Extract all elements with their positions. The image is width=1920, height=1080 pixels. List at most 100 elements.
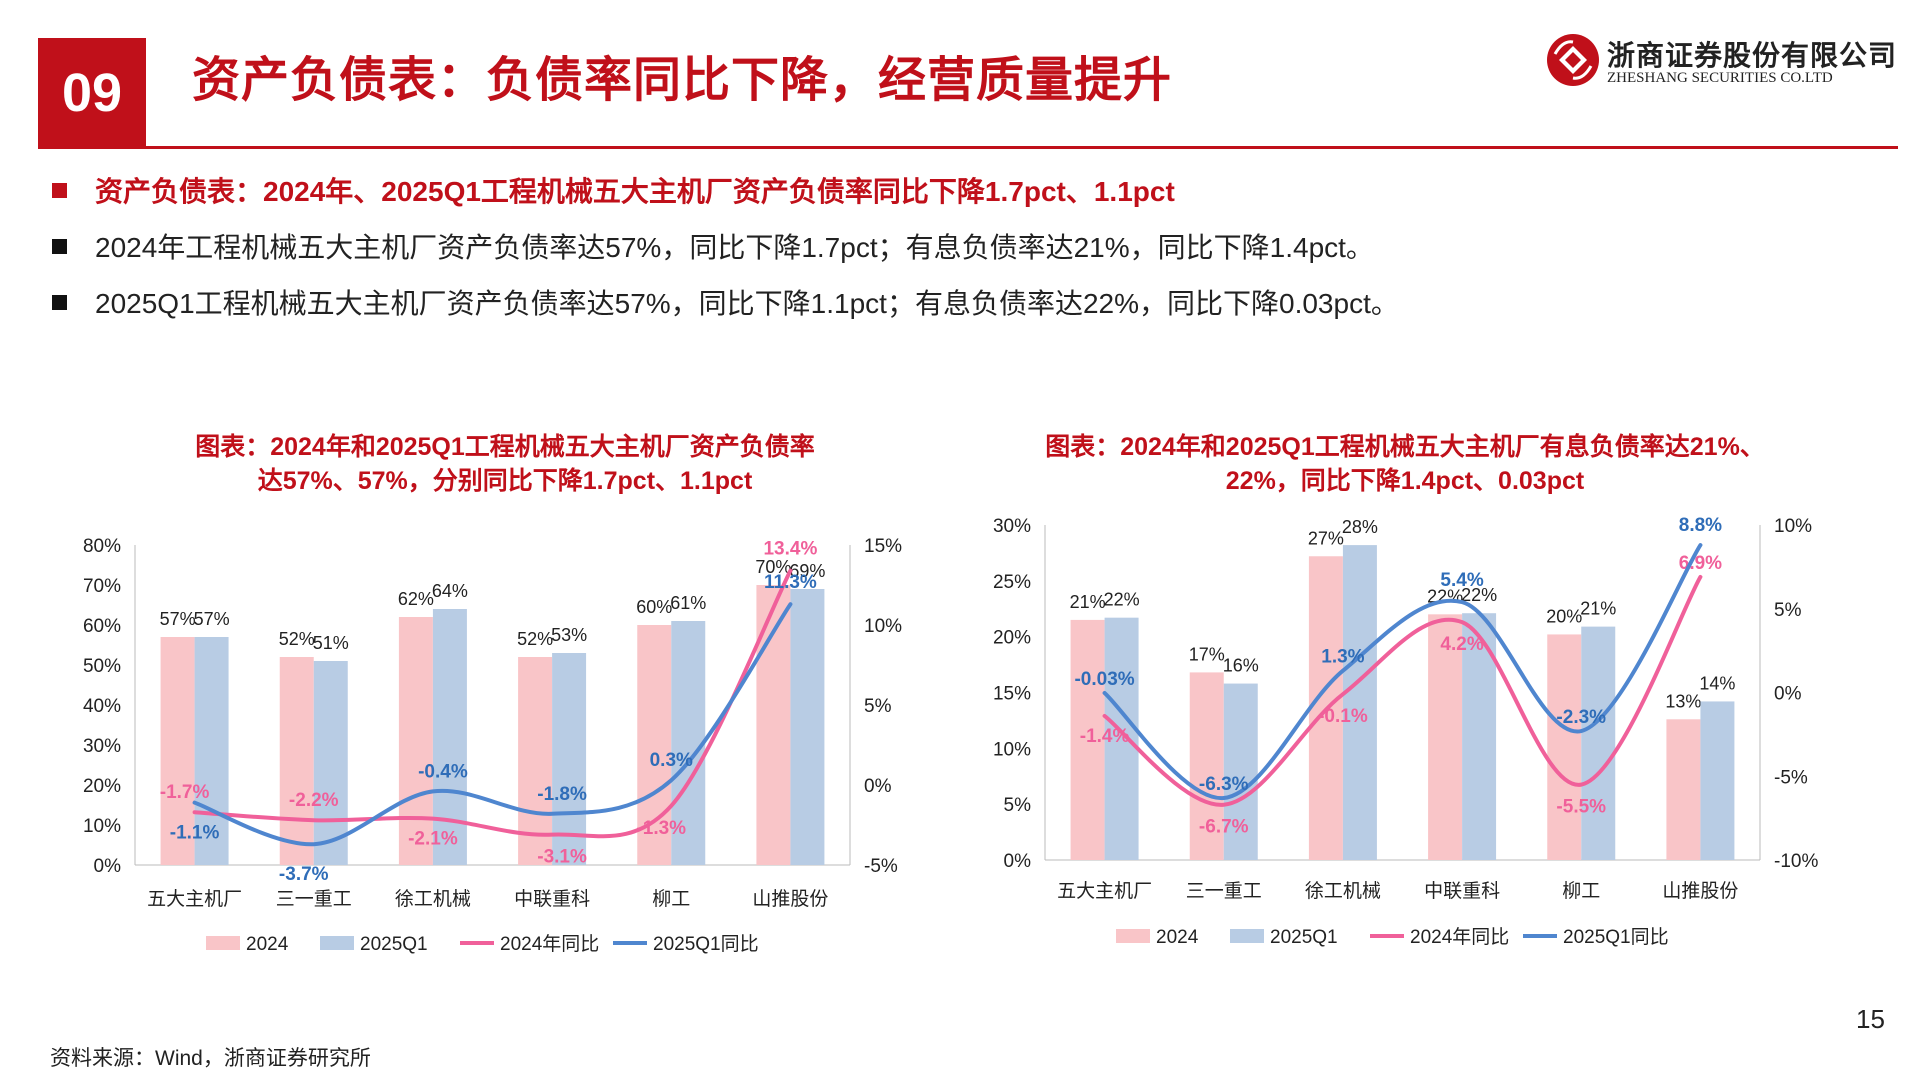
bar-2025Q1 (432, 609, 467, 865)
category-label: 徐工机械 (395, 888, 471, 910)
line-value-label: -1.1% (170, 823, 220, 844)
bar-2024 (756, 585, 791, 865)
page-title: 资产负债表：负债率同比下降，经营质量提升 (192, 52, 1173, 108)
right-axis-tick-label: -5% (1774, 767, 1808, 788)
category-label: 柳工 (1562, 880, 1600, 902)
bar-2024 (1428, 614, 1463, 860)
bar-value-label: 16% (1223, 656, 1259, 676)
category-label: 五大主机厂 (1057, 880, 1152, 902)
right-axis-tick-label: 0% (1774, 684, 1802, 705)
header-divider (38, 146, 1898, 149)
right-axis-tick-label: -5% (864, 856, 898, 877)
line-value-label: -3.7% (279, 864, 329, 885)
legend-label: 2024年同比 (1410, 926, 1509, 948)
line-value-label: -1.4% (1080, 726, 1130, 747)
legend-swatch-2024 (206, 936, 240, 950)
line-value-label: -0.4% (418, 761, 468, 782)
bar-value-label: 51% (313, 633, 349, 653)
line-value-label: 1.3% (1321, 647, 1364, 668)
legend-swatch-2024 (1116, 929, 1150, 943)
right-axis-tick-label: 5% (1774, 600, 1802, 621)
chart-2-interest-bearing-debt-ratio: 0% 5% 10% 15% 20% 25% 30% -10% -5% 0% 5% 10% 五大主机厂 三一… (993, 515, 1818, 948)
bar-2025Q1 (1700, 701, 1735, 860)
chart-2-title-line-2: 22%，同比下降1.4pct、0.03pct (1225, 467, 1585, 495)
bar-2024 (1666, 719, 1701, 860)
line-value-label: 8.8% (1679, 515, 1722, 536)
bar-value-label: 53% (551, 625, 587, 645)
bullet-list: 资产负债表：2024年、2025Q1工程机械五大主机厂资产负债率同比下降1.7p… (52, 162, 1399, 330)
line-2024年同比 (1102, 574, 1703, 807)
legend-swatch-2025Q1 (1230, 929, 1264, 943)
bullet-text: 2024年工程机械五大主机厂资产负债率达57%，同比下降1.7pct；有息负债率… (95, 232, 1374, 263)
line-value-label: -5.5% (1556, 797, 1606, 818)
left-axis-tick-label: 0% (1004, 851, 1032, 872)
category-label: 山推股份 (1662, 880, 1738, 902)
zheshang-logo-icon (1547, 34, 1599, 86)
bar-value-label: 57% (194, 609, 230, 629)
bar-value-label: 20% (1546, 606, 1582, 626)
logo-company-name-en: ZHESHANG SECURITIES CO.LTD (1607, 70, 1833, 86)
category-label: 五大主机厂 (147, 888, 242, 910)
left-axis-tick-label: 30% (83, 736, 121, 757)
category-label: 中联重科 (514, 888, 590, 910)
left-axis-tick-label: 20% (83, 776, 121, 797)
bar-2024 (398, 617, 433, 865)
bullet-2024: 2024年工程机械五大主机厂资产负债率达57%，同比下降1.7pct；有息负债率… (52, 218, 1399, 274)
category-label: 三一重工 (1186, 880, 1262, 902)
left-axis-tick-label: 5% (1004, 795, 1032, 816)
bar-2025Q1 (194, 637, 229, 865)
line-value-label: 4.2% (1440, 634, 1483, 655)
bar-value-label: 64% (432, 581, 468, 601)
bar-2024 (1547, 634, 1582, 860)
line-2024年同比 (192, 568, 793, 839)
bar-value-label: 52% (517, 629, 553, 649)
bar-value-label: 62% (398, 589, 434, 609)
bar-value-label: 22% (1104, 590, 1140, 610)
line-value-label: -0.03% (1074, 669, 1134, 690)
right-axis-tick-label: 10% (864, 616, 902, 637)
line-value-label: -1.8% (537, 784, 587, 805)
category-label: 中联重科 (1424, 880, 1500, 902)
bar-2024 (1070, 619, 1105, 860)
bullet-square-icon (52, 238, 67, 254)
line-value-label: 11.3% (764, 572, 817, 593)
line-value-label: 0.3% (650, 750, 693, 771)
bar-2025Q1 (1223, 683, 1258, 860)
bar-value-label: 27% (1308, 528, 1344, 548)
bar-value-label: 52% (279, 629, 315, 649)
bar-2024 (637, 625, 672, 865)
right-axis-tick-label: 10% (1774, 516, 1812, 537)
chart-1-asset-liability-ratio: 0% 10% 20% 30% 40% 50% 60% 70% 80% -5% 0% 5% 10% 15% 五… (83, 536, 902, 955)
bar-2025Q1 (552, 653, 587, 865)
left-axis-tick-label: 25% (993, 572, 1031, 593)
page-number: 15 (1856, 1004, 1885, 1034)
legend-swatch-2025Q1 (320, 936, 354, 950)
bar-2024 (160, 637, 195, 865)
line-value-label: -6.3% (1199, 774, 1249, 795)
left-axis-tick-label: 30% (993, 516, 1031, 537)
category-label: 三一重工 (276, 888, 352, 910)
bullet-square-icon (52, 182, 67, 198)
left-axis-tick-label: 10% (83, 816, 121, 837)
chart-1-title: 图表：2024年和2025Q1工程机械五大主机厂资产负债率 达57%、57%，分… (60, 430, 950, 498)
line-value-label: -1.3% (636, 818, 686, 839)
line-value-label: -2.3% (1556, 707, 1606, 728)
left-axis-tick-label: 40% (83, 696, 121, 717)
legend-label: 2025Q1同比 (1563, 926, 1669, 948)
bar-2024 (1189, 672, 1224, 860)
right-axis-tick-label: -10% (1774, 851, 1818, 872)
bar-value-label: 21% (1580, 599, 1616, 619)
chart-2-title-line-1: 图表：2024年和2025Q1工程机械五大主机厂有息负债率达21%、 (1045, 433, 1765, 461)
line-value-label: -2.2% (289, 790, 339, 811)
bar-value-label: 69% (789, 561, 825, 581)
right-axis-tick-label: 0% (864, 776, 892, 797)
bar-value-label: 17% (1189, 644, 1225, 664)
bullet-text: 2025Q1工程机械五大主机厂资产负债率达57%，同比下降1.1pct；有息负债… (95, 288, 1399, 319)
category-label: 徐工机械 (1305, 880, 1381, 902)
chart-1-title-line-2: 达57%、57%，分别同比下降1.7pct、1.1pct (257, 467, 753, 495)
left-axis-tick-label: 0% (94, 856, 122, 877)
legend-label: 2024年同比 (500, 933, 599, 955)
bullet-summary: 资产负债表：2024年、2025Q1工程机械五大主机厂资产负债率同比下降1.7p… (52, 162, 1399, 218)
line-2025Q1同比 (192, 602, 793, 847)
bar-2024 (279, 657, 314, 865)
